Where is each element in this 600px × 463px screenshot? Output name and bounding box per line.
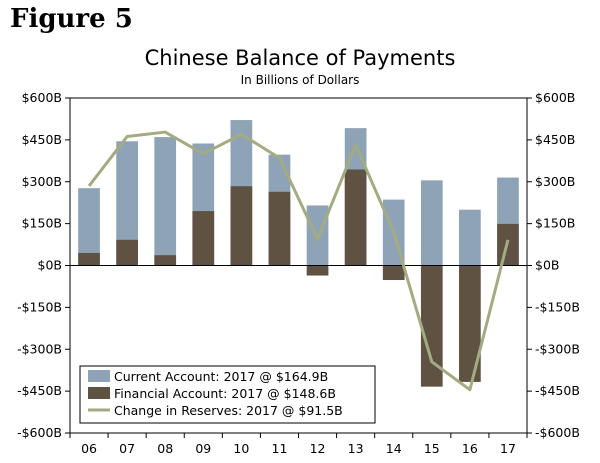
current-account-bar <box>116 141 138 266</box>
current-account-bar <box>459 209 481 266</box>
current-account-bar <box>154 137 177 266</box>
current-account-bar <box>78 188 100 266</box>
y-tick-label-left: $150B <box>22 216 62 231</box>
y-tick-label-left: -$300B <box>17 341 62 356</box>
y-tick-label-right: -$600B <box>535 425 580 440</box>
x-tick-label: 09 <box>195 441 211 456</box>
financial-account-bar <box>154 255 177 266</box>
y-tick-label-right: $300B <box>535 174 575 189</box>
chart-subtitle: In Billions of Dollars <box>240 73 360 87</box>
y-tick-label-right: $150B <box>535 216 575 231</box>
x-tick-label: 08 <box>157 441 173 456</box>
y-tick-label-left: $0B <box>38 258 62 273</box>
x-tick-label: 15 <box>424 441 440 456</box>
financial-account-bar <box>459 265 481 382</box>
legend-swatch <box>88 370 110 382</box>
y-tick-label-left: $600B <box>22 90 62 105</box>
y-tick-label-right: -$450B <box>535 383 580 398</box>
financial-account-bar <box>192 211 215 266</box>
chart-title: Chinese Balance of Payments <box>144 46 456 70</box>
financial-account-bar <box>306 265 329 276</box>
x-tick-label: 14 <box>386 441 402 456</box>
financial-account-bar <box>344 169 367 266</box>
y-tick-label-right: $600B <box>535 90 575 105</box>
financial-account-bar <box>268 191 291 266</box>
y-tick-label-left: -$150B <box>17 299 62 314</box>
x-tick-label: 17 <box>500 441 516 456</box>
y-tick-label-right: -$150B <box>535 299 580 314</box>
y-tick-label-right: -$300B <box>535 341 580 356</box>
current-account-bar <box>420 180 443 266</box>
y-tick-label-left: $300B <box>22 174 62 189</box>
x-tick-label: 13 <box>348 441 364 456</box>
reserves-line <box>87 130 510 392</box>
legend-box <box>79 365 376 424</box>
financial-account-bar <box>420 265 443 387</box>
y-tick-label-left: -$450B <box>17 383 62 398</box>
legend-swatch <box>88 387 110 399</box>
x-tick-label: 11 <box>272 441 288 456</box>
financial-account-bar <box>382 265 405 281</box>
legend-entry: Current Account: 2017 @ $164.9B <box>114 369 328 384</box>
y-tick-label-right: $0B <box>535 258 559 273</box>
financial-account-bar <box>78 252 100 266</box>
y-tick-label-right: $450B <box>535 132 575 147</box>
x-tick-label: 12 <box>310 441 326 456</box>
financial-account-bar <box>116 239 138 266</box>
x-tick-label: 10 <box>233 441 249 456</box>
legend-entry: Change in Reserves: 2017 @ $91.5B <box>114 403 343 418</box>
figure-label: Figure 5 <box>10 4 133 34</box>
y-tick-label-left: -$600B <box>17 425 62 440</box>
legend-entry: Financial Account: 2017 @ $148.6B <box>114 386 336 401</box>
x-tick-label: 06 <box>81 441 97 456</box>
x-tick-label: 07 <box>119 441 135 456</box>
financial-account-bar <box>230 186 253 266</box>
y-tick-label-left: $450B <box>22 132 62 147</box>
x-tick-label: 16 <box>462 441 478 456</box>
